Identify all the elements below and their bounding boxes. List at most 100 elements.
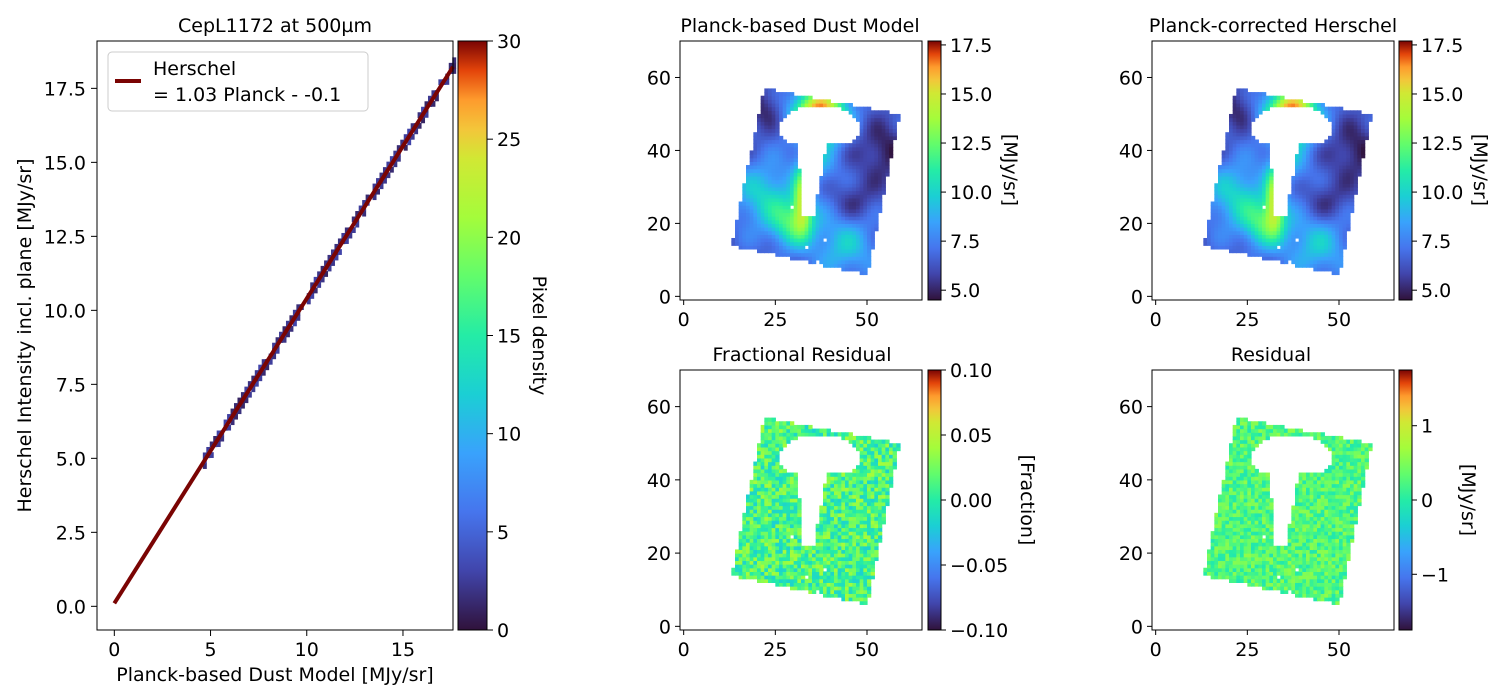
- map-pixel: [1254, 578, 1259, 583]
- map-pixel: [786, 483, 791, 488]
- map-pixel: [768, 157, 773, 162]
- x-tick-label: 15: [391, 639, 415, 661]
- map-pixel: [1254, 205, 1259, 210]
- map-pixel: [1232, 154, 1237, 159]
- map-pixel: [1225, 216, 1230, 221]
- map-pixel: [823, 582, 828, 587]
- map-pixel: [823, 575, 828, 580]
- map-pixel: [1236, 124, 1241, 130]
- map-pixel: [1353, 165, 1358, 170]
- map-pixel: [1225, 146, 1230, 152]
- map-pixel: [738, 245, 743, 250]
- map-pixel: [1331, 241, 1336, 246]
- map-pixel: [782, 439, 787, 444]
- map-pixel: [771, 146, 776, 152]
- map-pixel: [1258, 556, 1263, 562]
- map-pixel: [1273, 237, 1278, 243]
- map-pixel: [760, 219, 765, 224]
- map-pixel: [782, 542, 787, 547]
- map-pixel: [826, 234, 831, 239]
- map-pixel: [1232, 549, 1237, 554]
- map-pixel: [867, 553, 872, 558]
- map-pixel: [1309, 197, 1314, 203]
- map-pixel: [837, 531, 842, 536]
- map-pixel: [896, 113, 901, 119]
- map-pixel: [768, 424, 773, 430]
- map-pixel: [841, 194, 846, 199]
- map-pixel: [775, 113, 780, 119]
- map-pixel: [834, 472, 839, 477]
- map-pixel: [892, 132, 897, 137]
- map-pixel: [1317, 186, 1322, 192]
- map-pixel: [1225, 135, 1230, 141]
- map-pixel: [1254, 179, 1259, 184]
- map-pixel: [790, 190, 795, 195]
- map-pixel: [757, 132, 762, 137]
- map-pixel: [1328, 106, 1333, 111]
- map-pixel: [1229, 179, 1234, 184]
- map-pixel: [1276, 103, 1281, 108]
- map-pixel: [1232, 560, 1237, 565]
- map-pixel: [786, 194, 791, 199]
- map-pixel: [771, 201, 776, 206]
- map-pixel: [746, 179, 751, 184]
- map-pixel: [830, 143, 835, 148]
- map-pixel: [845, 161, 850, 166]
- density-cell: [227, 414, 232, 420]
- map-pixel: [786, 505, 791, 510]
- map-pixel: [760, 443, 765, 448]
- map-pixel: [782, 556, 787, 562]
- map-pixel: [808, 216, 813, 221]
- map-pixel: [1240, 168, 1245, 173]
- x-tick-label: 50: [855, 639, 879, 661]
- map-pixel: [1287, 219, 1292, 224]
- density-cell: [396, 155, 401, 162]
- map-pixel: [1258, 219, 1263, 224]
- map-pixel: [1346, 165, 1351, 170]
- map-pixel: [749, 567, 754, 573]
- map-pixel: [786, 553, 791, 558]
- map-pixel: [771, 421, 776, 426]
- map-pixel: [870, 439, 875, 444]
- map-pixel: [797, 223, 802, 228]
- map-pixel: [837, 494, 842, 499]
- map-pixel: [768, 132, 773, 137]
- map-pixel: [1262, 421, 1267, 426]
- map-pixel: [1247, 545, 1252, 551]
- map-pixel: [808, 549, 813, 554]
- map-pixel: [823, 538, 828, 543]
- map-pixel: [1258, 223, 1263, 228]
- map-pixel: [1247, 457, 1252, 463]
- density-cell: [289, 325, 294, 332]
- map-pixel: [782, 538, 787, 543]
- map-pixel: [1258, 501, 1263, 507]
- map-pixel: [764, 208, 769, 214]
- map-pixel: [837, 234, 842, 239]
- map-pixel: [856, 237, 861, 243]
- map-pixel: [1295, 223, 1300, 228]
- map-pixel: [1254, 472, 1259, 477]
- map-pixel: [742, 197, 747, 203]
- map-pixel: [797, 245, 802, 250]
- map-pixel: [793, 168, 798, 173]
- map-pixel: [1229, 443, 1234, 448]
- map-pixel: [834, 509, 839, 514]
- map-pixel: [779, 465, 784, 470]
- map-pixel: [1251, 443, 1256, 448]
- map-pixel: [779, 439, 784, 444]
- density-cell: [209, 441, 214, 448]
- map-pixel: [841, 567, 846, 573]
- map-pixel: [885, 139, 890, 144]
- map-pixel: [1251, 139, 1256, 144]
- map-pixel: [1240, 227, 1245, 232]
- map-pixel: [790, 172, 795, 177]
- map-pixel: [870, 468, 875, 474]
- map-pixel: [738, 549, 743, 554]
- map-pixel: [1302, 259, 1307, 265]
- map-pixel: [808, 245, 813, 250]
- map-pixel: [764, 237, 769, 243]
- map-pixel: [1247, 154, 1252, 159]
- map-pixel: [1229, 223, 1234, 228]
- map-pixel: [775, 201, 780, 206]
